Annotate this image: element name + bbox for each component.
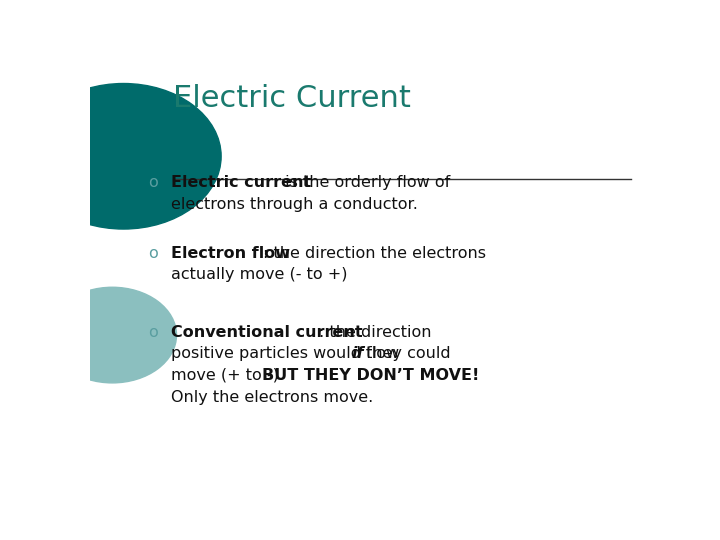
Text: actually move (- to +): actually move (- to +) (171, 267, 348, 282)
Text: they could: they could (361, 346, 451, 361)
Circle shape (26, 84, 221, 229)
Text: move (+ to -).: move (+ to -). (171, 368, 289, 383)
Text: o: o (148, 175, 158, 190)
Text: is the orderly flow of: is the orderly flow of (279, 175, 450, 190)
Text: BUT THEY DON’T MOVE!: BUT THEY DON’T MOVE! (263, 368, 480, 383)
Circle shape (48, 287, 176, 383)
Text: Electric current: Electric current (171, 175, 311, 190)
Text: o: o (148, 246, 158, 261)
Text: Electric Current: Electric Current (173, 84, 410, 112)
Text: : the direction the electrons: : the direction the electrons (263, 246, 486, 261)
Text: Electron flow: Electron flow (171, 246, 290, 261)
Text: positive particles would flow: positive particles would flow (171, 346, 404, 361)
Text: : the direction: : the direction (320, 325, 432, 340)
Text: o: o (148, 325, 158, 340)
Text: electrons through a conductor.: electrons through a conductor. (171, 197, 418, 212)
Text: if: if (351, 346, 364, 361)
Text: Conventional current: Conventional current (171, 325, 363, 340)
Text: Only the electrons move.: Only the electrons move. (171, 389, 373, 404)
